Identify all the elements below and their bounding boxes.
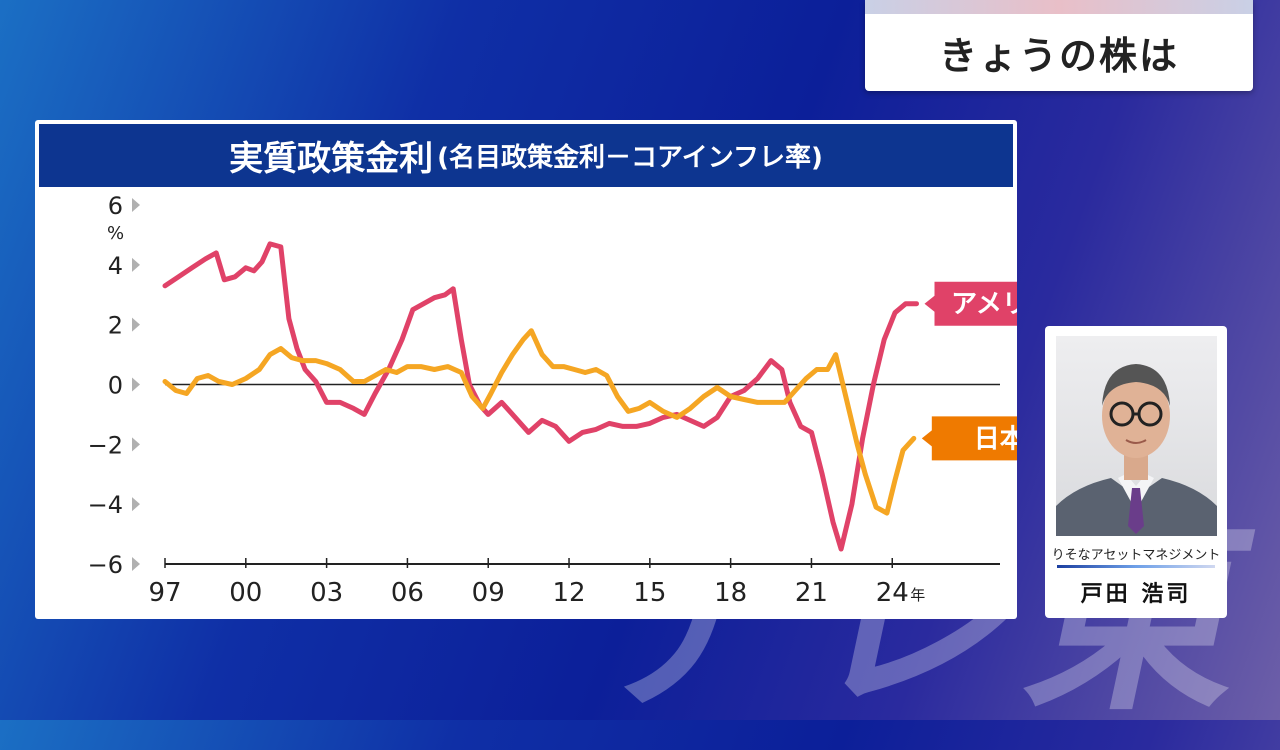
y-tick-marker bbox=[132, 557, 140, 571]
y-tick-marker bbox=[132, 198, 140, 212]
legend-label-jp-box bbox=[921, 416, 1017, 461]
x-tick-label: 18 bbox=[714, 578, 747, 608]
legend-label-us-text: アメリカ bbox=[951, 290, 1017, 320]
x-tick-label: 15 bbox=[633, 578, 666, 608]
commentator-company: りそなアセットマネジメント bbox=[1051, 548, 1221, 563]
x-tick-label: 21 bbox=[795, 578, 828, 608]
company-underline bbox=[1057, 565, 1215, 568]
x-unit-label: 年 bbox=[910, 586, 925, 604]
series-line-jp bbox=[162, 328, 917, 516]
y-tick-marker bbox=[132, 317, 140, 332]
y-tick-label: 6 bbox=[108, 192, 123, 220]
x-tick-label: 12 bbox=[552, 578, 585, 608]
y-unit-label: % bbox=[107, 223, 124, 244]
x-tick-label: 09 bbox=[472, 578, 505, 608]
y-tick-label: 4 bbox=[108, 252, 123, 280]
chart-plot: 6 4 2 0 −2 −4 −6% 97 00 03 06 09 12 15 18 21 24年 アメリカ日本 bbox=[88, 192, 1017, 608]
y-tick-label: −4 bbox=[88, 491, 123, 519]
commentator-photo bbox=[1056, 336, 1217, 536]
chart-title: 実質政策金利 bbox=[229, 139, 434, 179]
chart-subtitle: (名目政策金利－コアインフレ率) bbox=[437, 143, 823, 173]
chart-panel: 実質政策金利 (名目政策金利－コアインフレ率) 6 4 2 0 −2 −4 −6% 97 00 0… bbox=[35, 120, 1017, 619]
segment-title-card: きょうの株は bbox=[865, 0, 1253, 91]
y-tick-label: 2 bbox=[108, 312, 123, 340]
y-tick-label: 0 bbox=[108, 372, 123, 400]
x-tick-label: 06 bbox=[391, 578, 424, 608]
y-tick-label: −2 bbox=[88, 431, 123, 459]
x-tick-label: 00 bbox=[229, 578, 262, 608]
y-tick-marker bbox=[132, 497, 140, 512]
y-tick-marker bbox=[132, 377, 140, 392]
segment-title-stripe bbox=[865, 0, 1253, 14]
x-tick-label: 24 bbox=[876, 578, 909, 608]
x-tick-label: 97 bbox=[148, 578, 181, 608]
series-line-us bbox=[162, 241, 919, 552]
segment-title: きょうの株は bbox=[938, 34, 1179, 78]
y-tick-marker bbox=[132, 437, 140, 452]
x-tick-label: 03 bbox=[310, 578, 343, 608]
chart-header: 実質政策金利 (名目政策金利－コアインフレ率) bbox=[39, 124, 1013, 187]
legend-label-us-box bbox=[924, 281, 1017, 326]
y-tick-label: −6 bbox=[88, 551, 123, 579]
commentator-name: 戸田 浩司 bbox=[1080, 582, 1192, 607]
commentator-card: りそなアセットマネジメント 戸田 浩司 bbox=[1045, 326, 1227, 618]
y-tick-marker bbox=[132, 257, 140, 272]
legend-label-jp-text: 日本 bbox=[974, 424, 1017, 454]
